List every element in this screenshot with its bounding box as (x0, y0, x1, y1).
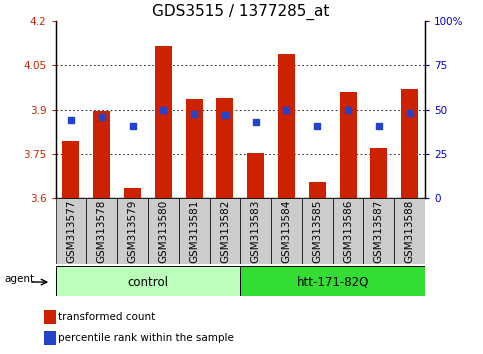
Bar (44, 331, 56, 345)
Bar (44, 310, 56, 324)
Bar (124, 188, 141, 198)
Text: GSM313582: GSM313582 (220, 199, 230, 263)
Point (128, 123, 136, 129)
Text: GSM313583: GSM313583 (251, 199, 261, 263)
Bar (271, 198, 302, 264)
Point (159, 107, 167, 113)
Text: percentile rank within the sample: percentile rank within the sample (57, 333, 233, 343)
Bar (148, 198, 179, 264)
Text: GSM313581: GSM313581 (189, 199, 199, 263)
Point (406, 110, 413, 115)
Point (252, 119, 259, 125)
Bar (401, 89, 418, 198)
Point (98, 114, 106, 120)
Bar (309, 182, 326, 198)
Bar (185, 99, 202, 198)
Bar (364, 198, 394, 264)
Bar (62, 141, 79, 198)
Text: GSM313584: GSM313584 (282, 199, 291, 263)
Text: GSM313579: GSM313579 (128, 199, 138, 263)
Bar (302, 198, 333, 264)
Title: GDS3515 / 1377285_at: GDS3515 / 1377285_at (152, 4, 329, 20)
Point (190, 111, 198, 117)
Point (375, 123, 383, 129)
Bar (394, 198, 425, 264)
Text: GSM313585: GSM313585 (313, 199, 322, 263)
Text: GSM313578: GSM313578 (97, 199, 107, 263)
Bar (155, 46, 172, 198)
Bar (86, 198, 117, 264)
Text: agent: agent (4, 274, 35, 284)
Bar (340, 92, 356, 198)
Text: GSM313588: GSM313588 (405, 199, 414, 263)
Bar (93, 111, 110, 198)
Text: GSM313577: GSM313577 (66, 199, 76, 263)
Point (283, 107, 290, 113)
Bar (370, 148, 387, 198)
Text: GSM313580: GSM313580 (158, 199, 168, 263)
Text: control: control (128, 275, 169, 289)
Text: htt-171-82Q: htt-171-82Q (297, 275, 369, 289)
Text: transformed count: transformed count (57, 312, 155, 322)
Bar (210, 198, 240, 264)
Point (221, 112, 229, 118)
Text: GSM313587: GSM313587 (374, 199, 384, 263)
Text: GSM313586: GSM313586 (343, 199, 353, 263)
Bar (216, 98, 233, 198)
Point (67, 117, 75, 123)
Bar (56, 198, 86, 264)
Bar (240, 266, 425, 296)
Bar (240, 198, 271, 264)
Bar (179, 198, 210, 264)
Bar (333, 198, 364, 264)
Bar (278, 54, 295, 198)
Bar (247, 153, 264, 198)
Point (313, 123, 321, 129)
Point (344, 107, 352, 113)
Bar (56, 266, 241, 296)
Bar (117, 198, 148, 264)
